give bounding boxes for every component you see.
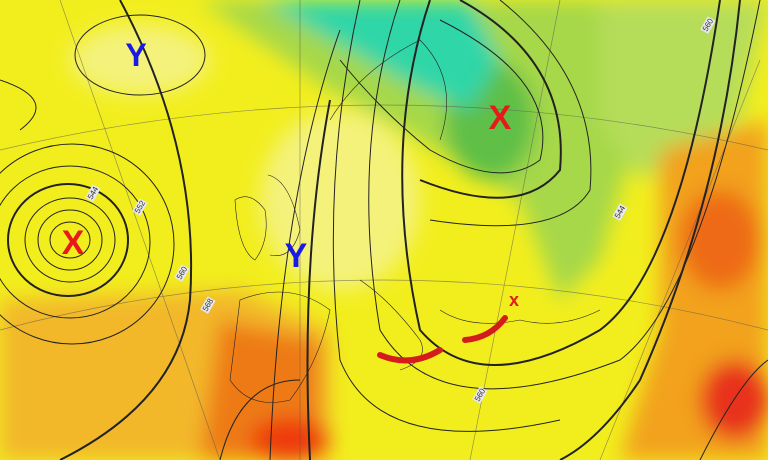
low-pressure-marker: X xyxy=(488,99,512,137)
green-area xyxy=(600,0,768,180)
red-arc-west xyxy=(377,347,443,364)
low-pressure-marker: X xyxy=(61,224,85,262)
red-area xyxy=(250,418,330,460)
green-area xyxy=(200,0,640,300)
pale-yellow-area xyxy=(70,25,210,95)
coastlines xyxy=(229,39,601,403)
small-low-marker: x xyxy=(508,290,520,310)
teal-area xyxy=(260,0,500,110)
high-pressure-marker: Y xyxy=(125,37,147,73)
red-arc-east xyxy=(462,315,508,343)
high-pressure-marker: Y xyxy=(284,237,308,275)
